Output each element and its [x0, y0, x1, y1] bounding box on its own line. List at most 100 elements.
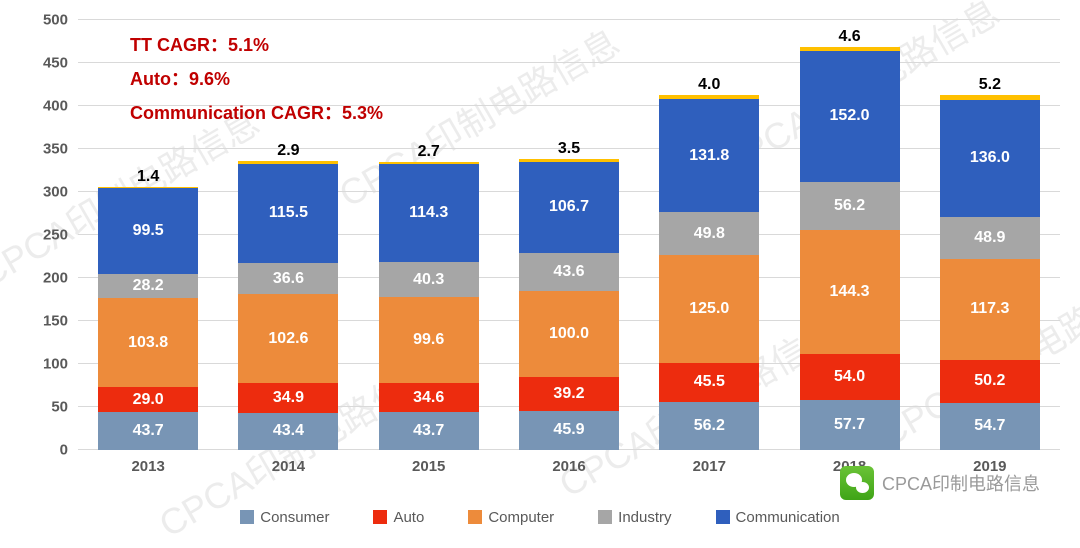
bar-value-label: 43.4 [238, 423, 338, 439]
bar-value-label: 56.2 [800, 198, 900, 214]
bar-segment-auto: 34.6 [379, 383, 479, 413]
legend-item-computer: Computer [468, 509, 554, 526]
bar-value-label: 136.0 [940, 150, 1040, 166]
bar-value-label: 125.0 [659, 301, 759, 317]
bar-value-label: 3.5 [519, 141, 619, 157]
bar-value-label: 106.7 [519, 199, 619, 215]
bar-value-label: 49.8 [659, 226, 759, 242]
bar-segment-industry: 36.6 [238, 263, 338, 294]
legend-item-consumer: Consumer [240, 509, 329, 526]
bar-segment-other: 2.9 [238, 161, 338, 163]
bar-value-label: 2.9 [238, 143, 338, 159]
bar-value-label: 54.7 [940, 418, 1040, 434]
bar-segment-communication: 152.0 [800, 51, 900, 182]
bar-value-label: 4.0 [659, 77, 759, 93]
bar-segment-industry: 28.2 [98, 274, 198, 298]
bar-segment-computer: 117.3 [940, 259, 1040, 360]
bar-value-label: 43.7 [379, 423, 479, 439]
bar-segment-industry: 43.6 [519, 253, 619, 290]
bar-value-label: 43.7 [98, 423, 198, 439]
bar-value-label: 50.2 [940, 373, 1040, 389]
x-tick-label: 2015 [412, 458, 445, 475]
bar-segment-other: 3.5 [519, 159, 619, 162]
bar-value-label: 34.6 [379, 390, 479, 406]
legend-label: Auto [393, 509, 424, 526]
bar-segment-other: 2.7 [379, 162, 479, 164]
bar-segment-industry: 48.9 [940, 217, 1040, 259]
bar-segment-consumer: 57.7 [800, 400, 900, 450]
bar-segment-communication: 99.5 [98, 188, 198, 274]
chart-legend: Consumer Auto Computer Industry Communicatio… [0, 509, 1080, 526]
bar-value-label: 39.2 [519, 386, 619, 402]
bar-value-label: 36.6 [238, 271, 338, 287]
bar-segment-computer: 144.3 [800, 230, 900, 354]
legend-swatch [240, 510, 254, 524]
bar-segment-consumer: 43.7 [98, 412, 198, 450]
y-tick-label: 150 [43, 313, 68, 330]
bar-value-label: 34.9 [238, 390, 338, 406]
bar-value-label: 57.7 [800, 417, 900, 433]
legend-label: Consumer [260, 509, 329, 526]
bar-value-label: 131.8 [659, 148, 759, 164]
bar-value-label: 102.6 [238, 331, 338, 347]
bar-segment-auto: 45.5 [659, 363, 759, 402]
bar-segment-auto: 39.2 [519, 377, 619, 411]
x-tick-label: 2014 [272, 458, 305, 475]
bar-value-label: 4.6 [800, 29, 900, 45]
legend-item-industry: Industry [598, 509, 671, 526]
y-tick-label: 250 [43, 227, 68, 244]
bar-value-label: 2.7 [379, 144, 479, 160]
bar-segment-auto: 54.0 [800, 354, 900, 400]
cagr-line: TT CAGR：5.1% [130, 28, 383, 62]
cagr-line: Communication CAGR：5.3% [130, 96, 383, 130]
bar-value-label: 152.0 [800, 108, 900, 124]
bar-value-label: 56.2 [659, 418, 759, 434]
legend-swatch [716, 510, 730, 524]
bar-segment-consumer: 54.7 [940, 403, 1040, 450]
bar-segment-computer: 100.0 [519, 291, 619, 377]
bar-value-label: 114.3 [379, 205, 479, 221]
legend-label: Industry [618, 509, 671, 526]
bar-value-label: 99.6 [379, 332, 479, 348]
bar-segment-consumer: 45.9 [519, 411, 619, 450]
bar-segment-computer: 103.8 [98, 298, 198, 387]
bar-segment-computer: 125.0 [659, 255, 759, 363]
bar-value-label: 45.9 [519, 422, 619, 438]
bar-value-label: 1.4 [98, 169, 198, 185]
bar-segment-consumer: 43.4 [238, 413, 338, 450]
gridline [78, 19, 1060, 20]
y-tick-label: 500 [43, 12, 68, 29]
bar-value-label: 5.2 [940, 77, 1040, 93]
bar-segment-other: 4.6 [800, 47, 900, 51]
bar-value-label: 144.3 [800, 284, 900, 300]
y-tick-label: 200 [43, 270, 68, 287]
bar-value-label: 48.9 [940, 230, 1040, 246]
bar-segment-communication: 131.8 [659, 99, 759, 212]
bar-segment-other: 5.2 [940, 95, 1040, 99]
legend-item-communication: Communication [716, 509, 840, 526]
y-tick-label: 300 [43, 184, 68, 201]
bar-segment-computer: 99.6 [379, 297, 479, 383]
bar-segment-other: 1.4 [98, 187, 198, 188]
bar-segment-consumer: 43.7 [379, 412, 479, 450]
bar-value-label: 103.8 [98, 335, 198, 351]
bar-value-label: 43.6 [519, 264, 619, 280]
legend-label: Computer [488, 509, 554, 526]
x-tick-label: 2017 [693, 458, 726, 475]
bar-segment-communication: 115.5 [238, 164, 338, 263]
bar-value-label: 45.5 [659, 374, 759, 390]
bar-value-label: 115.5 [238, 205, 338, 221]
legend-label: Communication [736, 509, 840, 526]
x-tick-label: 2016 [552, 458, 585, 475]
attribution-text: CPCA印制电路信息 [882, 470, 1040, 496]
y-tick-label: 350 [43, 141, 68, 158]
bar-value-label: 29.0 [98, 392, 198, 408]
bar-segment-computer: 102.6 [238, 294, 338, 382]
y-tick-label: 450 [43, 55, 68, 72]
legend-swatch [373, 510, 387, 524]
y-tick-label: 100 [43, 356, 68, 373]
bar-segment-auto: 50.2 [940, 360, 1040, 403]
legend-item-auto: Auto [373, 509, 424, 526]
x-tick-label: 2013 [131, 458, 164, 475]
bar-segment-auto: 29.0 [98, 387, 198, 412]
